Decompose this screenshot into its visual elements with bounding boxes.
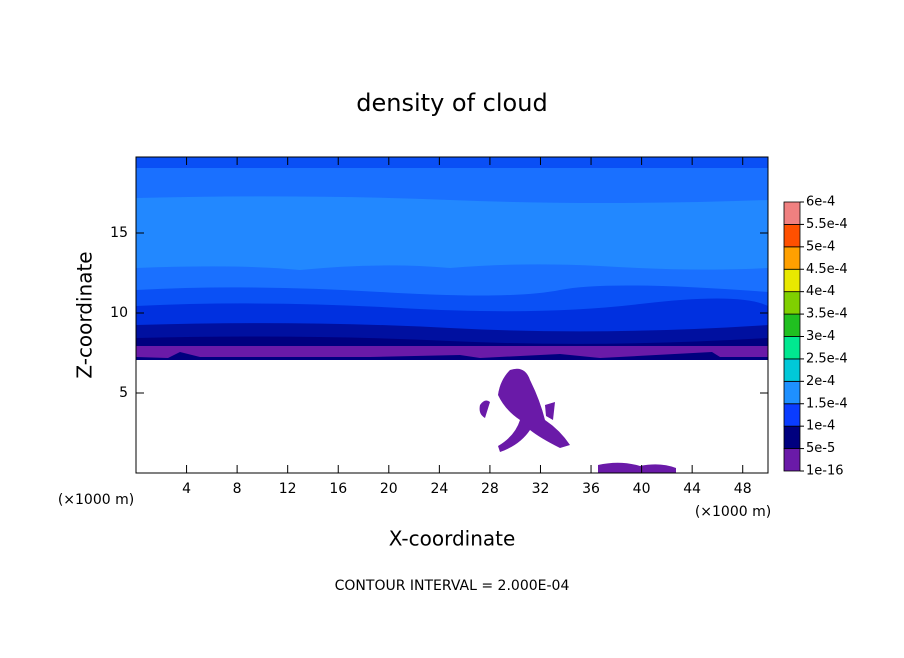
colorbar-label: 4.5e-4 bbox=[806, 262, 848, 277]
x-axis-label: X-coordinate bbox=[389, 527, 516, 551]
x-tick-label: 12 bbox=[279, 481, 297, 497]
x-tick-label: 36 bbox=[582, 481, 600, 497]
x-tick-label: 32 bbox=[532, 481, 550, 497]
x-unit: (×1000 m) bbox=[695, 504, 771, 520]
x-tick-label: 44 bbox=[683, 481, 701, 497]
colorbar-label: 5.5e-4 bbox=[806, 217, 848, 232]
y-tick-label: 15 bbox=[110, 225, 128, 241]
y-tick-label: 5 bbox=[119, 385, 128, 401]
x-tick-label: 48 bbox=[734, 481, 752, 497]
y-axis-label: Z-coordinate bbox=[73, 251, 97, 378]
colorbar-box bbox=[783, 246, 801, 270]
y-unit: (×1000 m) bbox=[58, 492, 134, 508]
colorbar-label: 5e-5 bbox=[806, 441, 835, 456]
x-tick-label: 8 bbox=[233, 481, 242, 497]
x-tick-label: 16 bbox=[329, 481, 347, 497]
colorbar-label: 5e-4 bbox=[806, 239, 835, 254]
colorbar-label: 6e-4 bbox=[806, 195, 835, 210]
contour-field bbox=[136, 157, 768, 473]
colorbar-box bbox=[783, 336, 801, 360]
x-tick-label: 24 bbox=[430, 481, 448, 497]
colorbar-box bbox=[783, 358, 801, 382]
footer: CONTOUR INTERVAL = 2.000E-04 bbox=[335, 578, 570, 594]
colorbar-box bbox=[783, 224, 801, 248]
colorbar-label: 3.5e-4 bbox=[806, 307, 848, 322]
plot-frame bbox=[135, 156, 769, 474]
colorbar-label: 4e-4 bbox=[806, 284, 835, 299]
colorbar-box bbox=[783, 403, 801, 427]
colorbar-label: 1e-16 bbox=[806, 464, 844, 479]
colorbar-box bbox=[783, 380, 801, 405]
colorbar-label: 1.5e-4 bbox=[806, 396, 848, 411]
colorbar-box bbox=[783, 448, 801, 472]
x-tick-label: 4 bbox=[182, 481, 191, 497]
colorbar-box bbox=[783, 313, 801, 337]
colorbar-box bbox=[783, 201, 801, 225]
y-tick-label: 10 bbox=[110, 305, 128, 321]
colorbar-label: 3e-4 bbox=[806, 329, 835, 344]
chart-title: density of cloud bbox=[356, 89, 547, 117]
colorbar-label: 1e-4 bbox=[806, 419, 835, 434]
colorbar-label: 2.5e-4 bbox=[806, 351, 848, 366]
colorbar-label: 2e-4 bbox=[806, 374, 835, 389]
colorbar-box bbox=[783, 425, 801, 449]
x-tick-label: 28 bbox=[481, 481, 499, 497]
colorbar-box bbox=[783, 268, 801, 293]
colorbar-box bbox=[783, 291, 801, 315]
x-tick-label: 40 bbox=[633, 481, 651, 497]
x-tick-label: 20 bbox=[380, 481, 398, 497]
